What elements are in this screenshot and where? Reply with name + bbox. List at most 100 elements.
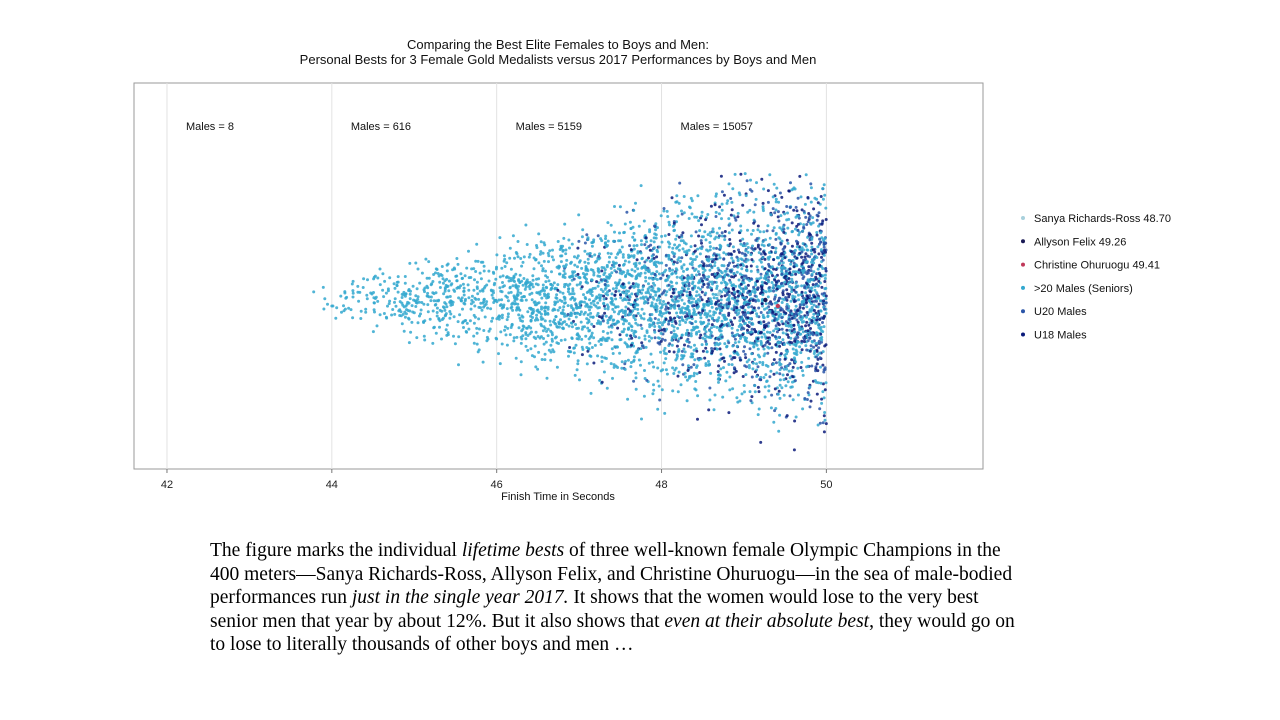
data-point — [502, 254, 506, 258]
data-point — [500, 313, 504, 317]
data-point — [746, 250, 750, 254]
data-point — [515, 252, 519, 256]
data-point — [723, 359, 726, 363]
data-point — [644, 236, 648, 240]
data-point — [432, 326, 436, 330]
data-point — [372, 277, 376, 281]
data-point — [741, 306, 745, 310]
data-point — [648, 248, 652, 252]
data-point — [764, 302, 768, 306]
data-point — [719, 352, 723, 356]
data-point — [718, 358, 722, 362]
data-point — [660, 261, 664, 265]
data-point — [515, 335, 519, 339]
data-point — [805, 333, 809, 337]
data-point — [727, 182, 731, 186]
data-point — [712, 319, 716, 322]
data-point — [685, 328, 689, 332]
data-point — [505, 318, 509, 322]
data-point — [676, 339, 680, 343]
data-point — [743, 352, 747, 356]
data-point — [467, 288, 471, 292]
data-point — [757, 320, 761, 324]
data-point — [808, 405, 812, 409]
data-point — [741, 375, 745, 378]
data-point — [534, 258, 538, 261]
data-point — [760, 177, 764, 181]
data-point — [753, 247, 757, 251]
data-point — [639, 347, 643, 351]
data-point — [649, 243, 653, 247]
data-point — [529, 306, 533, 310]
data-point — [797, 268, 801, 272]
data-point — [463, 274, 467, 278]
data-point — [768, 236, 772, 240]
data-point — [334, 316, 338, 320]
data-point — [656, 341, 660, 345]
data-point — [735, 270, 739, 274]
data-point — [822, 430, 826, 434]
data-point — [497, 298, 501, 302]
data-point — [647, 335, 651, 338]
data-point — [414, 294, 418, 298]
data-point — [472, 341, 476, 345]
data-point — [487, 279, 491, 283]
data-point — [629, 312, 632, 316]
data-point — [762, 230, 766, 234]
data-point — [727, 313, 731, 317]
data-point — [482, 297, 486, 301]
data-point — [534, 282, 538, 286]
data-point — [811, 283, 815, 287]
data-point — [523, 295, 526, 299]
data-point — [655, 305, 659, 308]
data-point — [681, 281, 685, 285]
data-point — [778, 368, 782, 372]
data-point — [549, 343, 553, 347]
data-point — [745, 242, 749, 246]
data-point — [801, 296, 805, 300]
data-point — [717, 316, 721, 320]
data-point — [508, 246, 512, 250]
data-point — [326, 302, 329, 306]
data-point — [447, 289, 451, 293]
data-point — [546, 305, 550, 309]
data-point — [601, 319, 605, 323]
data-point — [702, 305, 706, 308]
data-point — [823, 193, 827, 197]
data-point — [762, 244, 766, 248]
data-point — [618, 333, 622, 337]
data-point — [774, 343, 778, 347]
data-point — [640, 243, 643, 247]
data-point — [518, 308, 522, 312]
data-point — [519, 373, 523, 377]
data-point — [643, 369, 646, 372]
data-point — [615, 284, 619, 287]
data-point — [799, 318, 803, 322]
x-axis-ticks: 42 44 46 48 50 — [161, 469, 833, 491]
data-point — [598, 296, 602, 300]
data-point — [673, 295, 677, 299]
data-point — [550, 331, 554, 335]
data-point — [749, 253, 753, 257]
data-point — [699, 287, 703, 291]
data-point — [773, 317, 777, 320]
data-point — [629, 343, 633, 347]
data-point — [591, 315, 595, 319]
data-point — [708, 245, 712, 249]
data-point — [539, 315, 543, 319]
data-point — [610, 271, 614, 275]
data-point — [674, 271, 678, 275]
data-point — [808, 308, 812, 312]
data-point — [780, 301, 784, 304]
data-point — [759, 339, 763, 343]
data-point — [726, 321, 730, 325]
data-point — [537, 301, 541, 305]
data-point — [752, 221, 756, 225]
data-point — [653, 330, 657, 334]
data-point — [559, 338, 563, 342]
data-point — [465, 330, 469, 334]
data-point — [541, 288, 545, 292]
data-point — [414, 305, 418, 308]
data-point — [820, 292, 824, 296]
data-point — [643, 243, 647, 247]
